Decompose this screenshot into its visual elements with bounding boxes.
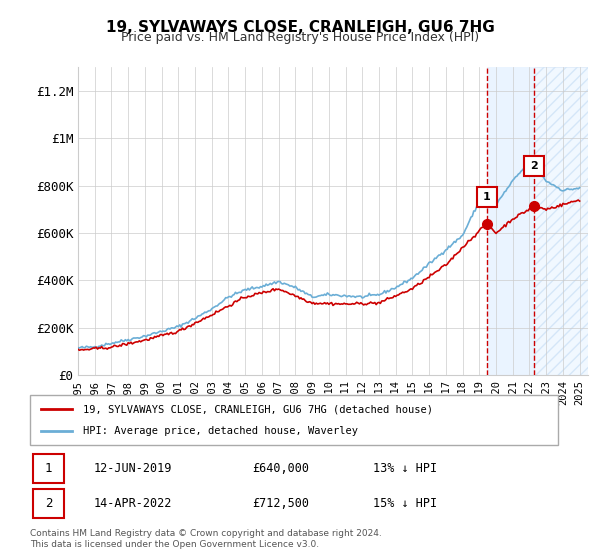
Text: 2: 2 (45, 497, 52, 510)
Text: 14-APR-2022: 14-APR-2022 (94, 497, 172, 510)
Text: 12-JUN-2019: 12-JUN-2019 (94, 462, 172, 475)
FancyBboxPatch shape (32, 454, 64, 483)
Text: HPI: Average price, detached house, Waverley: HPI: Average price, detached house, Wave… (83, 426, 358, 436)
Text: 1: 1 (45, 462, 52, 475)
Text: 13% ↓ HPI: 13% ↓ HPI (373, 462, 437, 475)
Text: 19, SYLVAWAYS CLOSE, CRANLEIGH, GU6 7HG: 19, SYLVAWAYS CLOSE, CRANLEIGH, GU6 7HG (106, 20, 494, 35)
FancyBboxPatch shape (30, 395, 558, 445)
FancyBboxPatch shape (32, 489, 64, 518)
Text: 2: 2 (530, 161, 538, 171)
Text: Price paid vs. HM Land Registry's House Price Index (HPI): Price paid vs. HM Land Registry's House … (121, 31, 479, 44)
Text: £640,000: £640,000 (252, 462, 309, 475)
Text: 19, SYLVAWAYS CLOSE, CRANLEIGH, GU6 7HG (detached house): 19, SYLVAWAYS CLOSE, CRANLEIGH, GU6 7HG … (83, 405, 433, 415)
Text: Contains HM Land Registry data © Crown copyright and database right 2024.
This d: Contains HM Land Registry data © Crown c… (30, 529, 382, 549)
Text: 15% ↓ HPI: 15% ↓ HPI (373, 497, 437, 510)
Text: £712,500: £712,500 (252, 497, 309, 510)
Text: 1: 1 (483, 193, 491, 202)
Bar (487, 67, 535, 375)
Bar (535, 67, 588, 375)
